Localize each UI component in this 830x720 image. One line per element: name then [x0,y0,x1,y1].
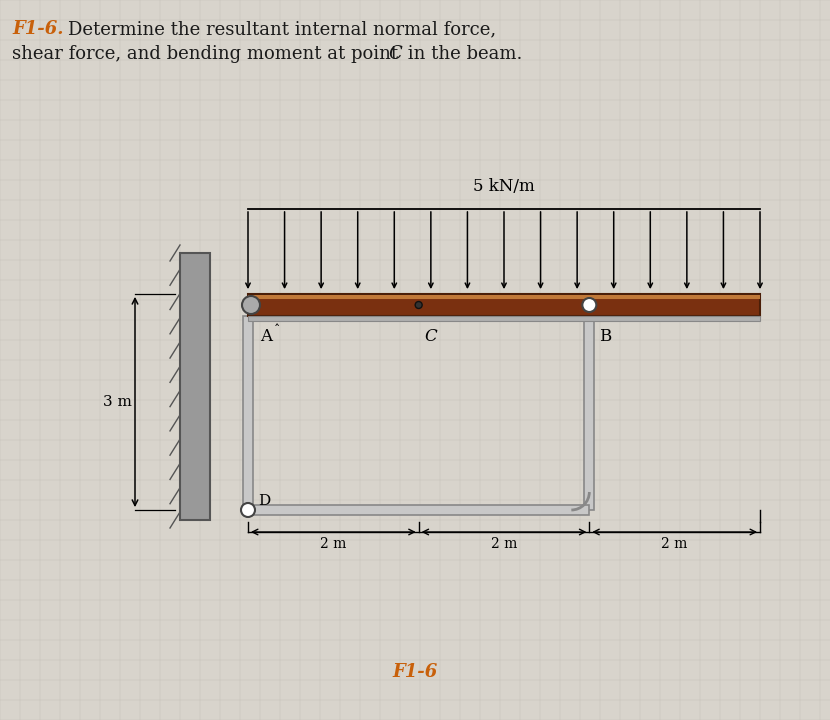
Circle shape [241,503,255,517]
Text: 3 m: 3 m [103,395,131,409]
Text: 2 m: 2 m [320,537,346,551]
Bar [180,253,210,520]
Text: C: C [425,328,437,345]
Text: F1-6.: F1-6. [12,20,64,38]
Bar [248,316,760,321]
Bar [248,505,589,515]
Circle shape [415,302,422,308]
Text: 5 kN/m: 5 kN/m [473,178,535,195]
Text: ˆ: ˆ [274,324,281,337]
Text: Determine the resultant internal normal force,: Determine the resultant internal normal … [68,20,496,38]
Text: in the beam.: in the beam. [402,45,522,63]
Text: B: B [599,328,612,345]
Bar [584,316,594,510]
Bar [248,295,760,299]
Text: D: D [258,494,271,508]
Text: 2 m: 2 m [662,537,688,551]
Text: F1-6: F1-6 [393,663,437,681]
Text: A: A [260,328,272,345]
Text: 2 m: 2 m [491,537,517,551]
Text: shear force, and bending moment at point: shear force, and bending moment at point [12,45,404,63]
Circle shape [583,298,596,312]
Text: C: C [388,45,402,63]
Bar [243,316,253,510]
Circle shape [242,296,260,314]
Bar [248,294,760,316]
